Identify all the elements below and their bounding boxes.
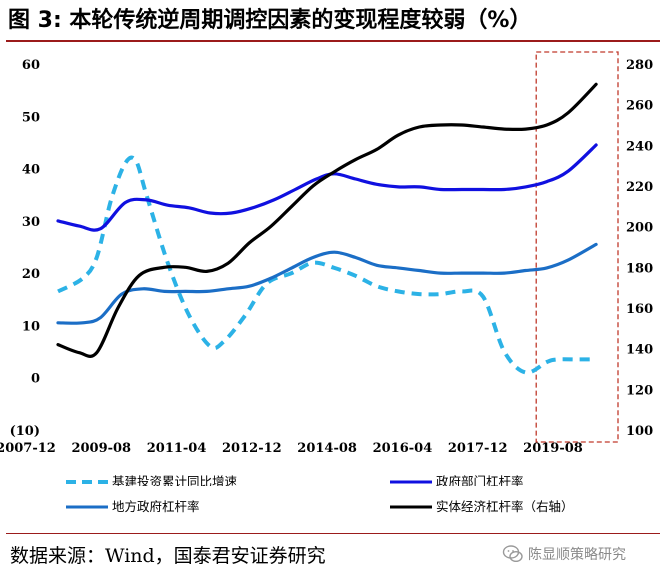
wechat-icon (502, 545, 523, 563)
watermark: 陈显顺策略研究 (502, 541, 626, 567)
highlight-box (535, 51, 619, 443)
legend-label-infra: 基建投资累计同比增速 (112, 474, 238, 486)
x-tick-label: 2016-04 (373, 441, 433, 456)
x-tick-label: 2007-12 (0, 441, 56, 456)
series-line-local-gov (56, 242, 598, 325)
x-tick-label: 2011-04 (147, 441, 207, 456)
legend-label-local-gov: 地方政府杠杆率 (112, 499, 200, 514)
x-tick-label: 2017-12 (448, 441, 508, 456)
right-tick-label: 180 (626, 261, 653, 276)
right-tick-label: 120 (626, 383, 653, 398)
x-tick-label: 2019-08 (523, 441, 583, 456)
left-tick-label: 40 (22, 163, 40, 178)
x-tick-label: 2012-12 (222, 441, 282, 456)
chart-title: 图 3: 本轮传统逆周期调控因素的变现程度较弱（%） (8, 8, 532, 33)
source-note: 数据来源：Wind，国泰君安证券研究 (10, 545, 326, 567)
right-tick-label: 100 (626, 424, 653, 439)
x-tick-label: 2014-08 (297, 441, 357, 456)
right-tick-label: 280 (626, 58, 653, 73)
title-rule (6, 40, 660, 42)
watermark-text: 陈显顺策略研究 (528, 547, 626, 563)
x-tick-label: 2009-08 (71, 441, 131, 456)
left-tick-label: 20 (22, 267, 40, 282)
left-tick-label: 0 (31, 372, 40, 387)
legend-label-real-econ: 实体经济杠杆率（右轴） (436, 499, 574, 514)
left-tick-label: 60 (22, 58, 40, 73)
right-tick-label: 140 (626, 343, 653, 358)
right-tick-label: 220 (626, 180, 653, 195)
right-tick-label: 200 (626, 221, 653, 236)
series-line-infra (57, 155, 597, 375)
left-tick-label: (10) (10, 424, 40, 439)
series-line-real-econ (56, 82, 598, 358)
series-line-gov-dept (56, 143, 598, 232)
footer-rule (6, 533, 660, 534)
left-tick-label: 50 (22, 110, 40, 125)
left-tick-label: 10 (22, 319, 40, 334)
right-tick-label: 240 (626, 139, 653, 154)
legend-row2: 地方政府杠杆率 实体经济杠杆率（右轴） (66, 499, 574, 514)
right-tick-label: 260 (626, 99, 653, 114)
right-tick-label: 160 (626, 302, 653, 317)
left-tick-label: 30 (22, 215, 40, 230)
legend-label-gov-dept: 政府部门杠杆率 (436, 474, 524, 486)
